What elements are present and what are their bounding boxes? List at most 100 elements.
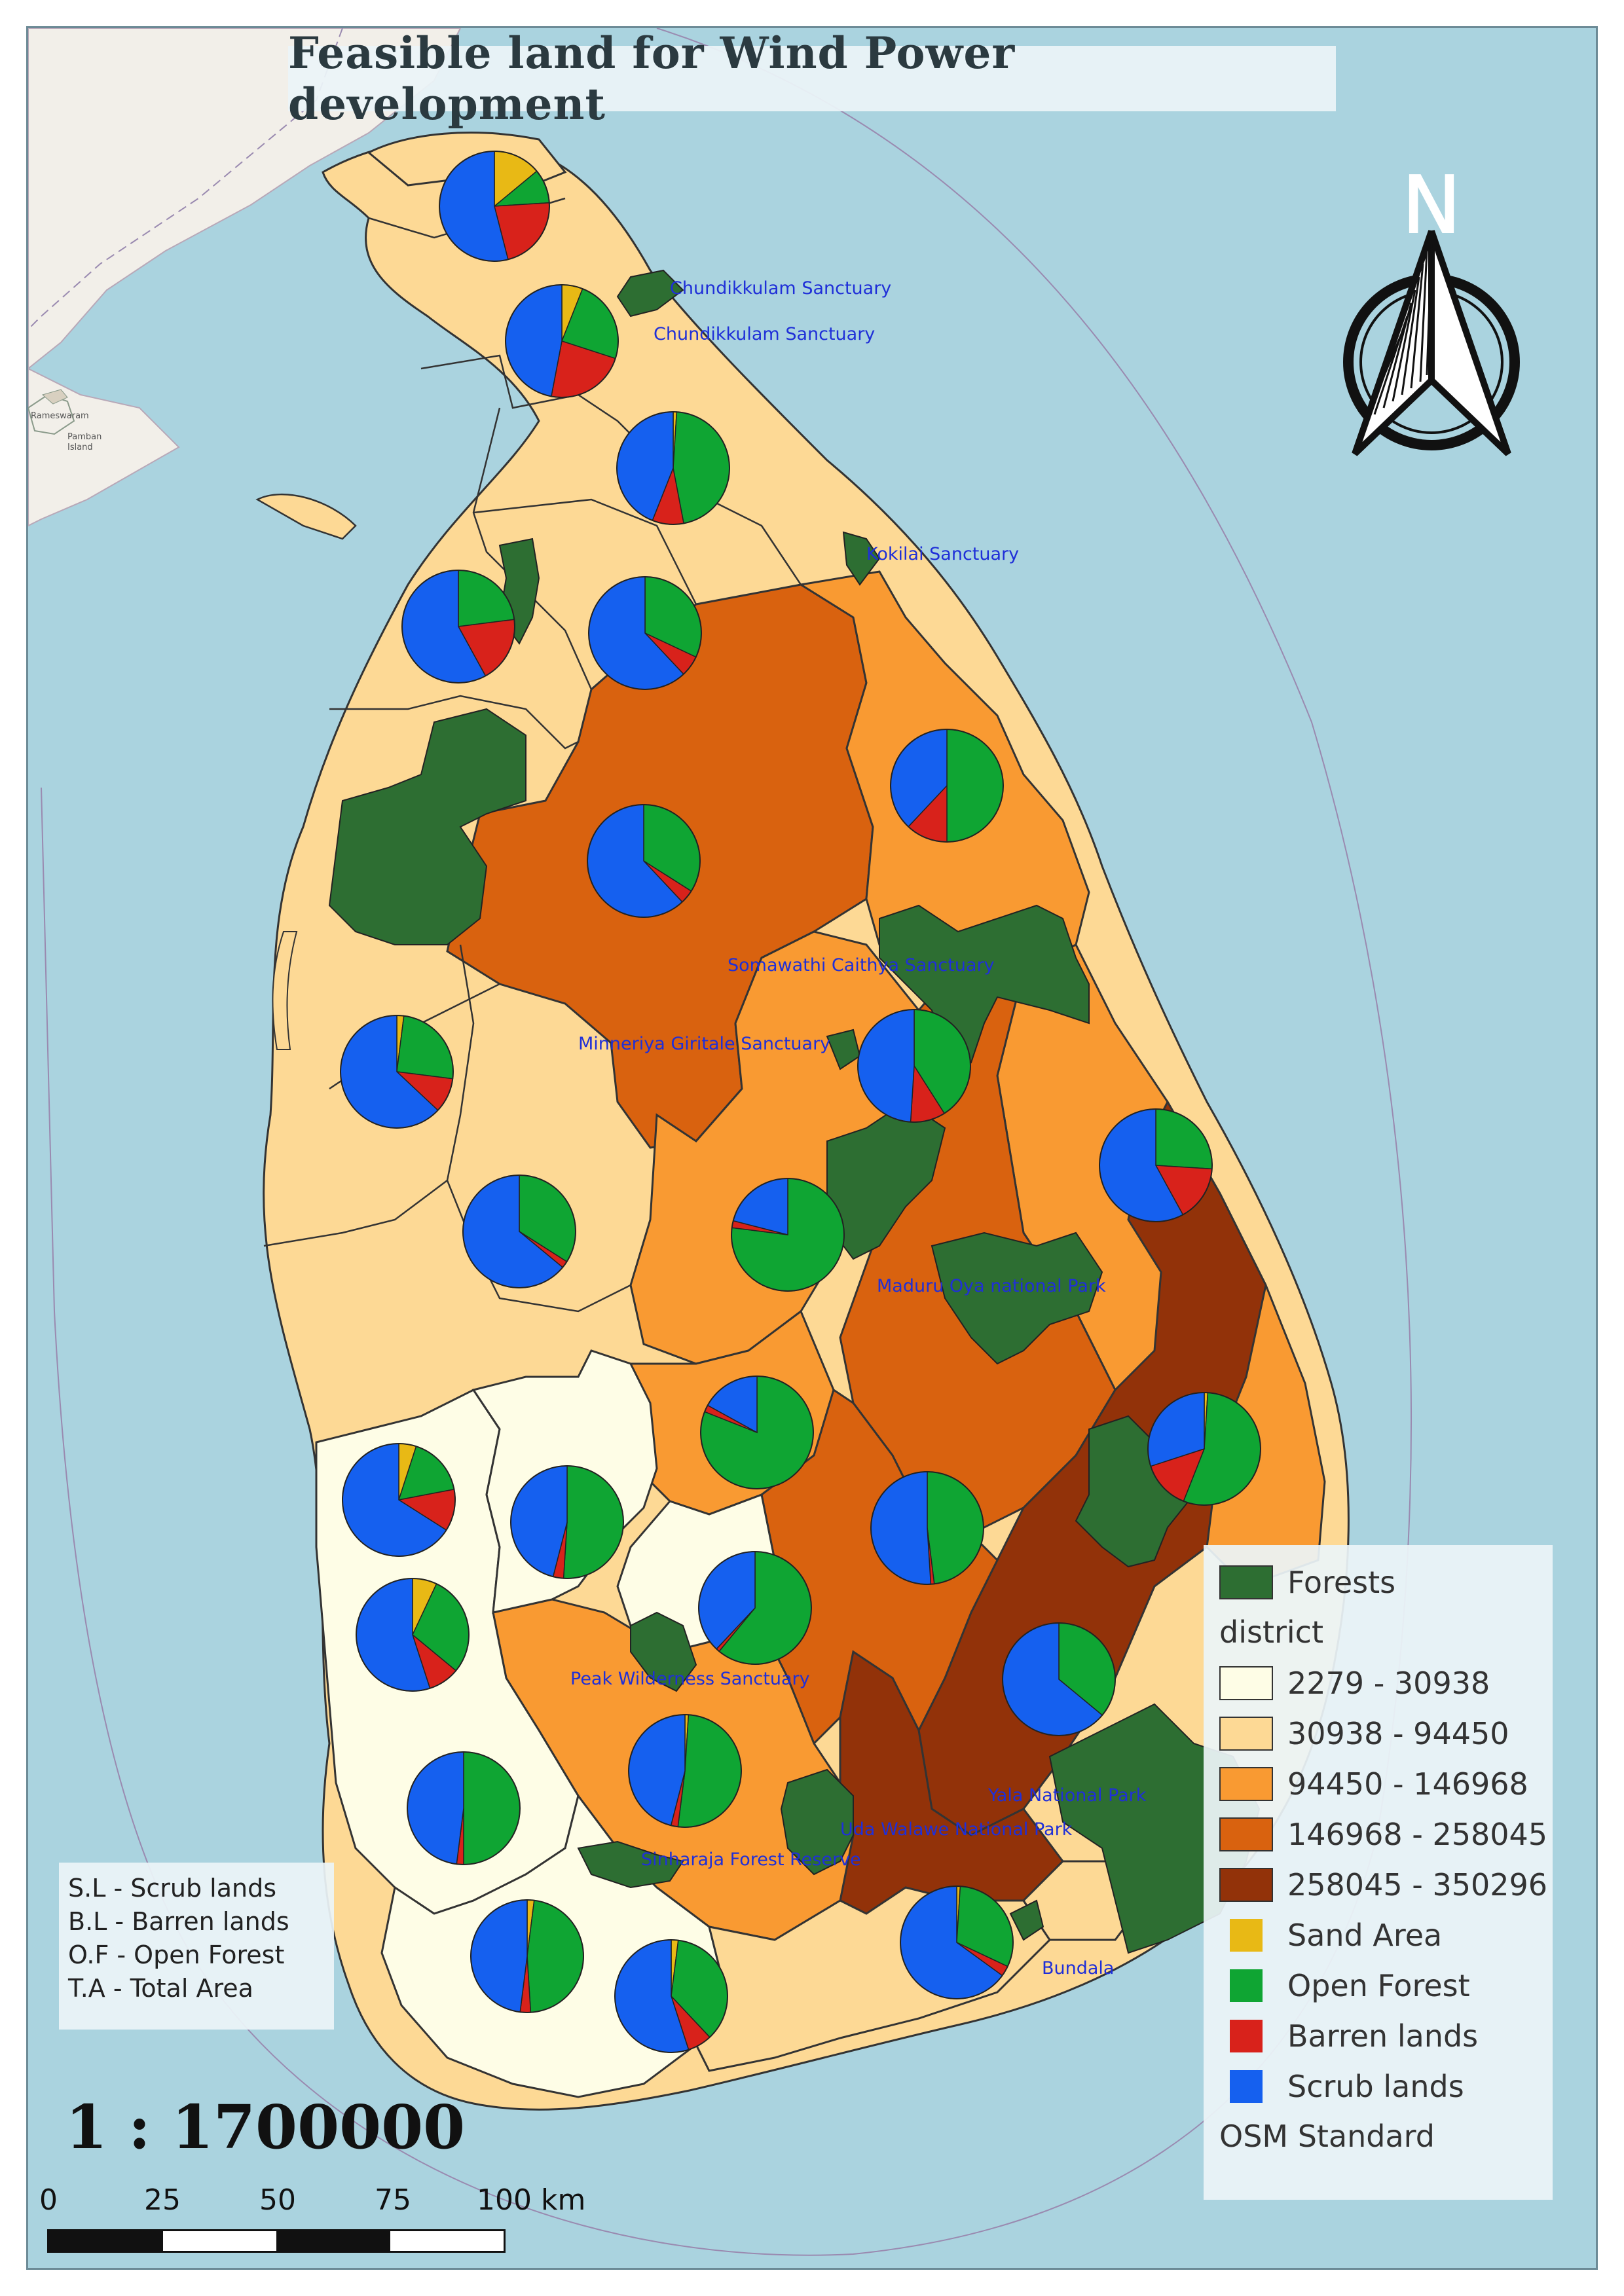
pie-chart-layer	[340, 151, 1261, 2053]
pie-chart	[700, 1376, 814, 1489]
abbr-total-area: T.A - Total Area	[68, 1974, 253, 2003]
label-chundikkulam-1: Chundikkulam Sanctuary	[670, 278, 891, 299]
pie-outline	[900, 1886, 1014, 1999]
abbr-barren: B.L - Barren lands	[68, 1907, 289, 1936]
pie-chart	[1147, 1392, 1261, 1506]
pie-chart	[628, 1714, 742, 1828]
pie-chart	[505, 284, 619, 398]
pie-chart	[401, 570, 515, 683]
island-label: Island	[67, 443, 93, 452]
legend-swatch-class-2	[1219, 1716, 1273, 1751]
legend-label-class-5: 258045 - 350296	[1287, 1867, 1548, 1903]
pie-chart	[407, 1751, 521, 1865]
pie-outline	[462, 1175, 576, 1288]
forest-kokilai	[842, 531, 881, 586]
pie-outline	[1147, 1392, 1261, 1506]
pie-chart	[1002, 1622, 1116, 1736]
pie-chart	[342, 1443, 456, 1557]
pie-outline	[510, 1465, 624, 1579]
scale-seg-4	[390, 2231, 504, 2251]
map-title-box: Feasible land for Wind Power development	[288, 27, 1336, 130]
legend-item-class-2: 30938 - 94450	[1219, 1708, 1553, 1758]
pie-chart	[731, 1178, 845, 1292]
pie-outline	[857, 1009, 971, 1123]
north-arrow-label: N	[1402, 160, 1461, 251]
pie-outline	[628, 1714, 742, 1828]
pie-outline	[698, 1551, 812, 1665]
scale-ratio: 1 : 1700000	[65, 2092, 466, 2162]
rameswaram-label: Rameswaram	[31, 411, 89, 421]
pie-chart	[470, 1899, 584, 2013]
scale-tick-25: 25	[144, 2183, 181, 2217]
scale-seg-1	[49, 2231, 163, 2251]
pie-chart	[588, 576, 702, 690]
legend-item-sand: Sand Area	[1219, 1910, 1553, 1960]
scale-seg-2	[162, 2231, 276, 2251]
pie-chart	[510, 1465, 624, 1579]
forest-uda-walawe	[780, 1768, 854, 1876]
legend-swatch-class-5	[1219, 1867, 1273, 1902]
pie-outline	[614, 1939, 728, 2053]
pie-chart	[1099, 1108, 1213, 1222]
pie-chart	[340, 1015, 454, 1129]
legend-swatch-forests	[1219, 1565, 1273, 1599]
scale-tick-75: 75	[375, 2183, 411, 2217]
legend-item-forests: Forests	[1219, 1557, 1553, 1607]
pie-chart	[616, 411, 730, 525]
legend-item-class-4: 146968 - 258045	[1219, 1809, 1553, 1859]
legend-label-class-1: 2279 - 30938	[1287, 1665, 1490, 1701]
legend-swatch-barren	[1230, 2019, 1263, 2052]
pamban-island	[41, 389, 68, 405]
abbr-scrub: S.L - Scrub lands	[68, 1874, 277, 1903]
legend-swatch-scrub	[1230, 2069, 1263, 2103]
legend-label-class-4: 146968 - 258045	[1287, 1816, 1548, 1852]
pie-outline	[407, 1751, 521, 1865]
forest-somawathi	[879, 904, 1090, 1064]
legend: Forests district 2279 - 30938 30938 - 94…	[1204, 1545, 1553, 2200]
pie-chart	[462, 1175, 576, 1288]
forest-wilpattu	[328, 708, 526, 945]
label-minneriya: Minneriya Giritale Sanctuary	[578, 1034, 830, 1054]
pie-outline	[700, 1376, 814, 1489]
mannar-island	[255, 493, 357, 540]
pie-chart	[857, 1009, 971, 1123]
legend-swatch-class-4	[1219, 1817, 1273, 1851]
label-bundala: Bundala	[1042, 1958, 1114, 1978]
legend-district-heading: district	[1219, 1614, 1324, 1650]
legend-basemap: OSM Standard	[1219, 2119, 1435, 2154]
label-kokilai: Kokilai Sanctuary	[866, 544, 1019, 564]
pie-chart	[614, 1939, 728, 2053]
legend-label-class-3: 94450 - 146968	[1287, 1766, 1528, 1802]
pie-outline	[870, 1471, 984, 1585]
pie-outline	[616, 411, 730, 525]
legend-swatch-class-3	[1219, 1766, 1273, 1801]
label-uda-walawe: Uda Walawe National Park	[840, 1819, 1073, 1840]
legend-label-forests: Forests	[1287, 1564, 1396, 1600]
pie-chart	[587, 804, 701, 918]
legend-item-scrub: Scrub lands	[1219, 2061, 1553, 2111]
legend-swatch-sand	[1230, 1918, 1263, 1952]
pie-outline	[1002, 1622, 1116, 1736]
legend-item-class-5: 258045 - 350296	[1219, 1859, 1553, 1910]
forest-peak-wilderness	[630, 1611, 697, 1692]
pie-chart	[900, 1886, 1014, 1999]
label-peak-wilderness: Peak Wilderness Sanctuary	[570, 1669, 810, 1689]
legend-item-open-forest: Open Forest	[1219, 1960, 1553, 2011]
legend-item-barren: Barren lands	[1219, 2011, 1553, 2061]
north-arrow: N	[1343, 160, 1520, 456]
legend-label-open-forest: Open Forest	[1287, 1967, 1470, 2003]
pie-outline	[439, 151, 550, 262]
pamban-label: Pamban	[67, 432, 101, 442]
forest-bundala	[1009, 1899, 1044, 1941]
scale-bar	[47, 2229, 506, 2253]
legend-item-class-3: 94450 - 146968	[1219, 1758, 1553, 1809]
legend-label-sand: Sand Area	[1287, 1917, 1443, 1953]
forest-jaffna	[616, 269, 684, 318]
forest-maduru-oya	[931, 1231, 1103, 1365]
scale-seg-3	[276, 2231, 390, 2251]
label-sinharaja: Sinharaja Forest Reserve	[641, 1850, 861, 1870]
legend-label-class-2: 30938 - 94450	[1287, 1715, 1509, 1751]
pie-outline	[356, 1578, 470, 1692]
label-chundikkulam-2: Chundikkulam Sanctuary	[654, 324, 875, 344]
pie-outline	[342, 1443, 456, 1557]
